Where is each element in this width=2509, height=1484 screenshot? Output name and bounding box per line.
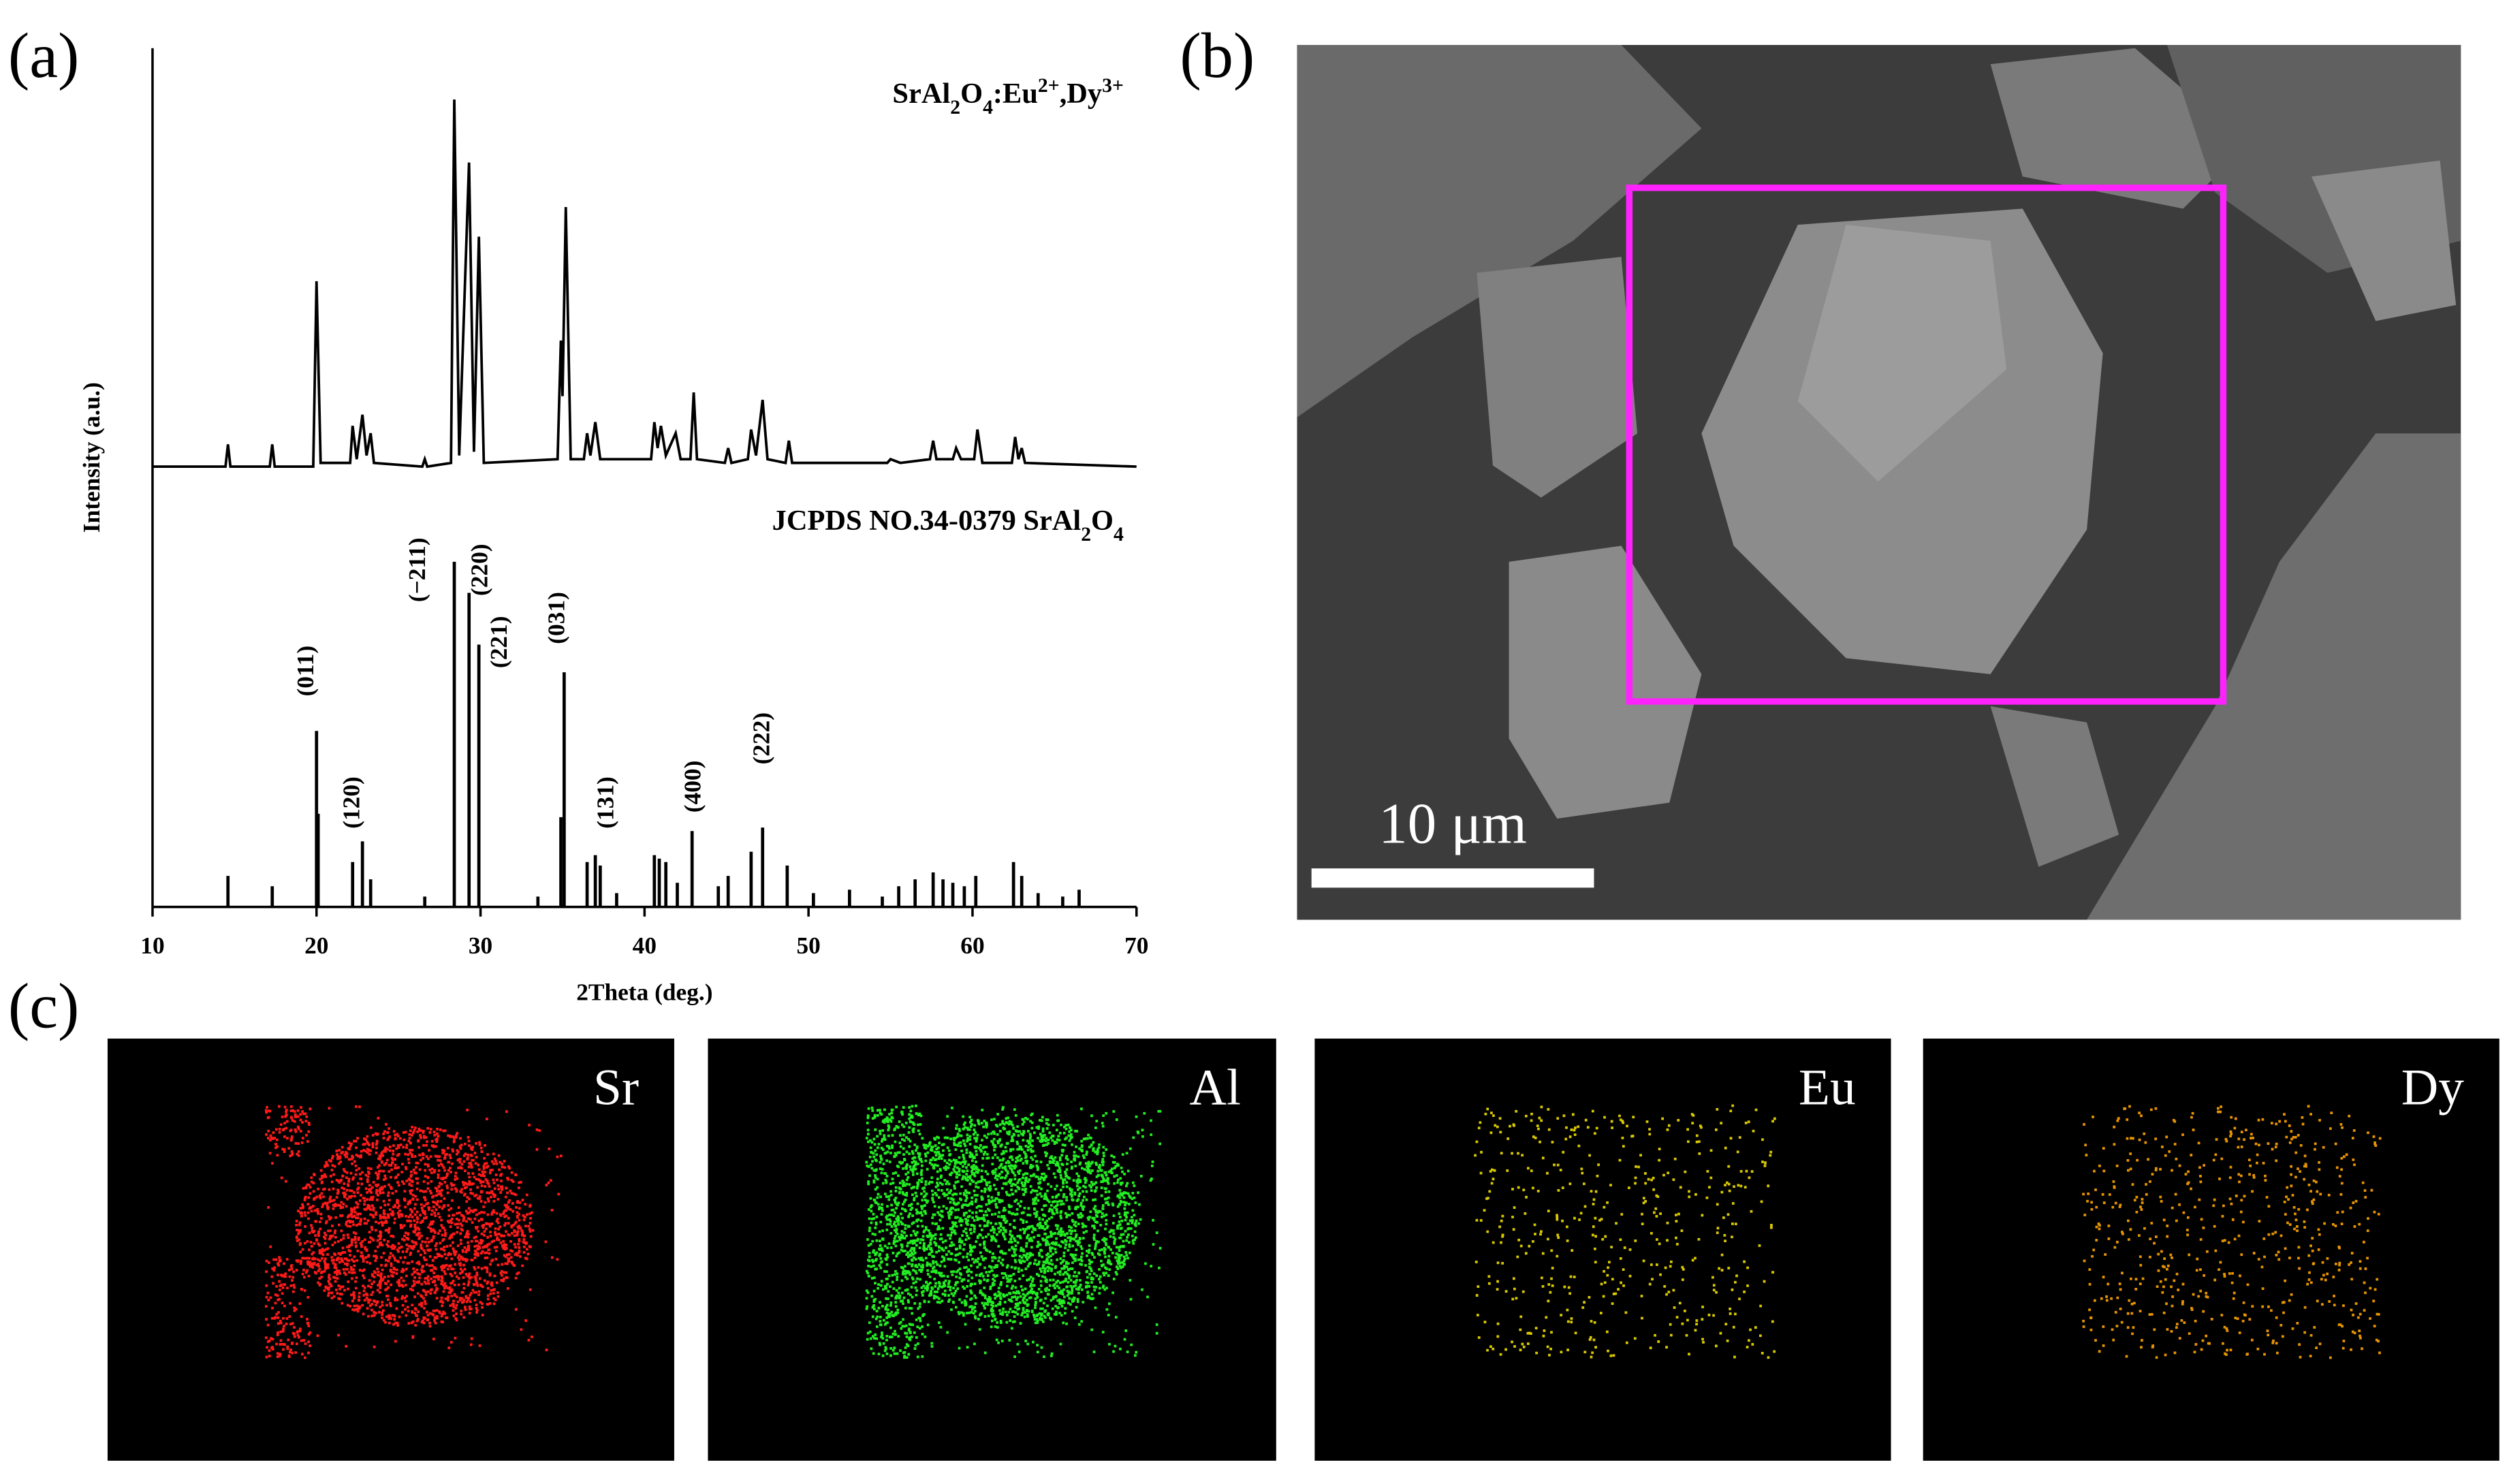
reflection-label: (011)	[291, 646, 319, 697]
particle	[2087, 433, 2461, 920]
scale-bar	[1311, 868, 1594, 888]
reflection-label: (031)	[542, 592, 569, 644]
particle	[1297, 44, 1702, 417]
element-map	[264, 1105, 563, 1359]
particle	[1797, 224, 2007, 482]
x-tick-label: 70	[1124, 932, 1148, 959]
particle	[1990, 706, 2119, 867]
element-map	[865, 1104, 1162, 1359]
panel-label: (a)	[8, 20, 80, 91]
reflection-label: (400)	[678, 761, 706, 813]
x-tick-label: 50	[796, 932, 820, 959]
y-axis-label: Intensity (a.u.)	[78, 382, 105, 533]
element-map	[2082, 1105, 2382, 1359]
x-tick-label: 30	[469, 932, 492, 959]
particle	[1509, 546, 1702, 819]
reflection-label: (220)	[465, 543, 492, 596]
scale-bar-label: 10 μm	[1378, 791, 1527, 855]
x-tick-label: 60	[960, 932, 984, 959]
element-label: Sr	[593, 1060, 639, 1116]
element-label: Eu	[1799, 1060, 1856, 1116]
map-panel	[1314, 1038, 1891, 1461]
map-panel	[1923, 1038, 2499, 1461]
sem-image: 10 μm	[1297, 44, 2461, 920]
map-panel	[708, 1038, 1276, 1461]
particle	[1990, 48, 2247, 209]
element-label: Al	[1190, 1060, 1241, 1116]
particle	[2311, 160, 2457, 321]
reflection-label: (222)	[747, 712, 774, 765]
x-tick-label: 10	[140, 932, 164, 959]
particle	[1477, 257, 1638, 498]
series-label: JCPDS NO.34-0379 SrAl2O4	[772, 505, 1124, 546]
x-tick-label: 20	[304, 932, 328, 959]
reflection-label: (221)	[485, 616, 512, 668]
x-axis-label: 2Theta (deg.)	[576, 978, 712, 1005]
panel-label: (c)	[8, 970, 80, 1041]
series-label: SrAl2O4:Eu2+,Dy3+	[892, 75, 1123, 119]
reflection-label: (120)	[337, 776, 364, 829]
xrd-pattern	[152, 99, 1137, 469]
reflection-label: (−211)	[403, 537, 430, 602]
map-panel	[107, 1038, 674, 1461]
x-tick-label: 40	[633, 932, 657, 959]
reflection-label: (131)	[592, 776, 619, 829]
element-label: Dy	[2401, 1060, 2464, 1116]
selection-box	[1626, 185, 2227, 705]
panel-label: (b)	[1180, 20, 1254, 91]
